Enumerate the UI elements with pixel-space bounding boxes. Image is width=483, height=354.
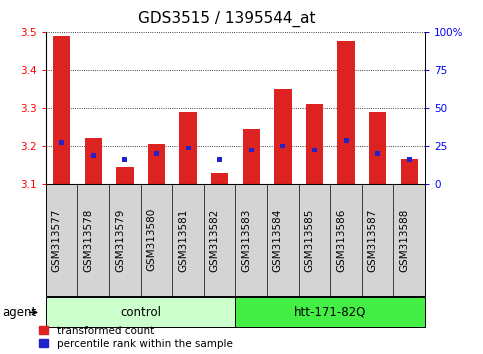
Text: GSM313583: GSM313583 [242,208,251,272]
Legend: transformed count, percentile rank within the sample: transformed count, percentile rank withi… [39,326,233,349]
Text: GDS3515 / 1395544_at: GDS3515 / 1395544_at [138,11,316,27]
Text: htt-171-82Q: htt-171-82Q [294,306,367,319]
Text: GSM313579: GSM313579 [115,208,125,272]
Bar [211,173,228,184]
Text: GSM313588: GSM313588 [399,208,409,272]
Bar [274,89,292,184]
Bar [312,148,317,152]
Bar [59,140,64,144]
Bar [306,104,323,184]
Text: GSM313586: GSM313586 [336,208,346,272]
Bar [217,157,222,162]
Bar [249,148,254,152]
Text: GSM313582: GSM313582 [210,208,220,272]
Bar [116,167,134,184]
Bar [369,112,386,184]
Bar [407,157,412,162]
Bar [148,144,165,184]
Bar [179,112,197,184]
Bar [91,153,96,158]
Bar [154,152,159,156]
Bar [122,157,128,162]
Bar [400,159,418,184]
Bar [242,129,260,184]
Bar [375,152,380,156]
Text: agent: agent [2,306,37,319]
Bar [185,145,191,150]
Text: GSM313577: GSM313577 [52,208,62,272]
Text: GSM313587: GSM313587 [368,208,378,272]
Text: control: control [120,306,161,319]
Text: GSM313585: GSM313585 [304,208,314,272]
Text: GSM313580: GSM313580 [146,208,156,272]
Text: GSM313581: GSM313581 [178,208,188,272]
Bar [343,138,349,143]
Text: GSM313578: GSM313578 [83,208,93,272]
Bar [85,138,102,184]
Bar [280,144,285,148]
Text: GSM313584: GSM313584 [273,208,283,272]
Bar [53,36,71,184]
Bar [337,41,355,184]
